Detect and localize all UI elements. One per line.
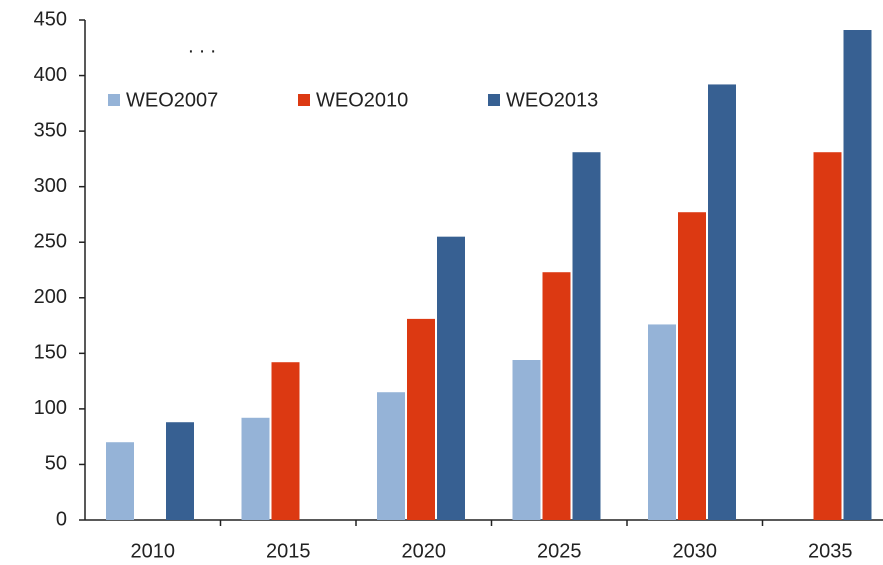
y-tick-label: 100 [34, 397, 67, 419]
y-tick-label: 250 [34, 231, 67, 253]
x-tick-label: 2030 [673, 540, 718, 562]
x-tick-label: 2010 [131, 540, 176, 562]
bar [542, 272, 571, 520]
bar [678, 212, 706, 520]
bar [512, 360, 541, 520]
legend-label: WEO2013 [506, 89, 598, 111]
bar [407, 318, 435, 520]
y-tick-label: 50 [45, 453, 67, 475]
y-tick-label: 200 [34, 286, 67, 308]
y-tick-label: 0 [56, 508, 67, 530]
bar [708, 84, 736, 520]
bar [572, 152, 601, 520]
legend-swatch [108, 94, 120, 106]
bar [437, 236, 465, 520]
x-tick-label: 2035 [808, 540, 853, 562]
bar [843, 30, 872, 520]
y-tick-label: 450 [34, 8, 67, 30]
annotation: . . . [188, 35, 216, 57]
legend-swatch [488, 94, 500, 106]
bar [377, 392, 405, 520]
x-tick-label: 2020 [402, 540, 447, 562]
y-tick-label: 350 [34, 119, 67, 141]
x-tick-label: 2015 [266, 540, 311, 562]
bar [241, 417, 270, 520]
bar [166, 422, 194, 520]
y-tick-label: 150 [34, 342, 67, 364]
y-tick-label: 300 [34, 175, 67, 197]
legend-label: WEO2010 [316, 89, 408, 111]
bar [813, 152, 842, 520]
bar [271, 362, 300, 520]
bar [648, 324, 676, 520]
x-tick-label: 2025 [537, 540, 582, 562]
bar [106, 442, 134, 520]
legend-label: WEO2007 [126, 89, 218, 111]
y-tick-label: 400 [34, 64, 67, 86]
legend-swatch [298, 94, 310, 106]
